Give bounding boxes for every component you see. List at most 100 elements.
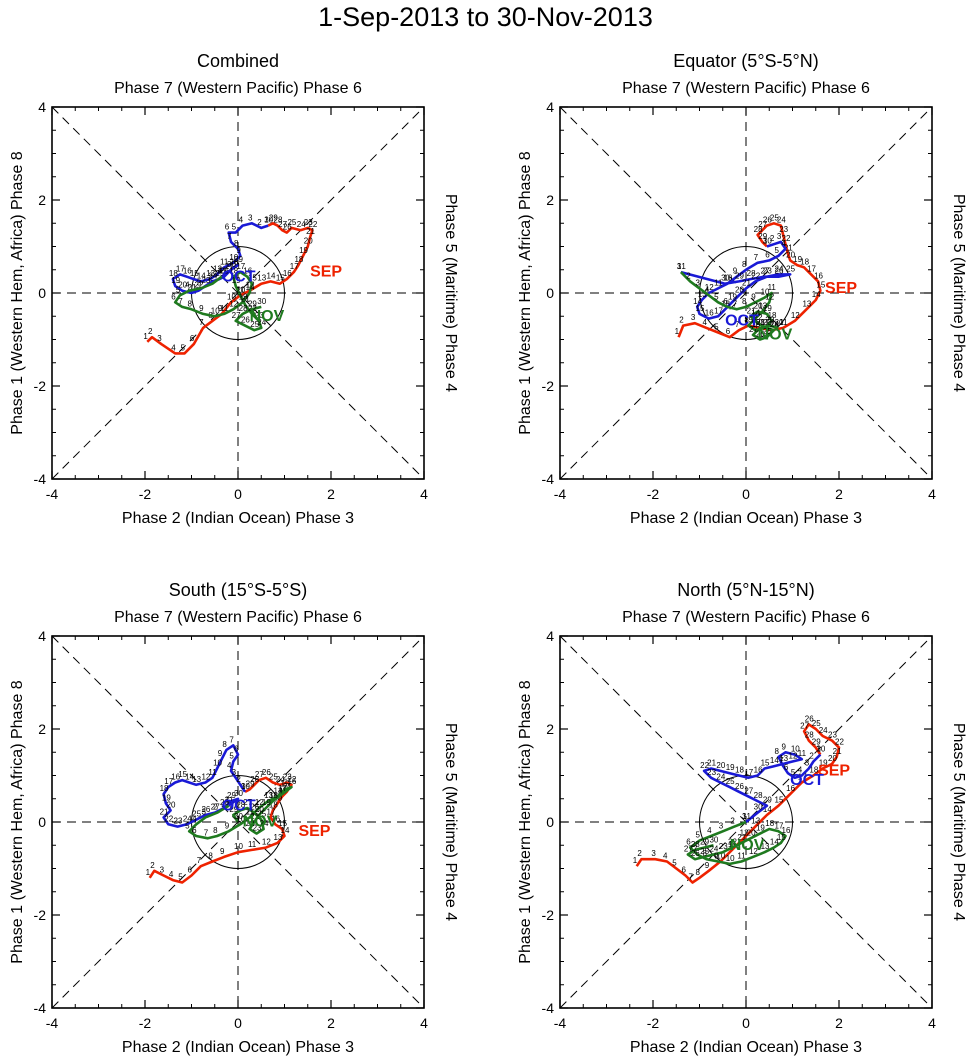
oct-day-label: 15 [696, 304, 705, 313]
sep-day-label: 15 [775, 796, 784, 805]
sep-day-label: 6 [188, 865, 193, 874]
oct-day-label: 27 [225, 262, 234, 271]
month-label-sep: SEP [298, 823, 330, 840]
oct-day-label: 14 [197, 271, 206, 280]
x-tick-label: -2 [139, 1015, 152, 1031]
oct-day-label: 1 [241, 782, 246, 791]
nov-day-label: 25 [250, 320, 259, 329]
oct-day-label: 22 [194, 281, 203, 290]
y-tick-label: 2 [38, 192, 46, 208]
x-tick-label: -4 [554, 1015, 567, 1031]
sep-day-label: 16 [283, 269, 292, 278]
oct-day-label: 26 [775, 267, 784, 276]
oct-day-label: 25 [786, 264, 795, 273]
nov-day-label: 4 [185, 281, 190, 290]
oct-day-label: 20 [735, 285, 744, 294]
oct-day-label: 30 [721, 274, 730, 283]
panel-title: South (15°S-5°S) [169, 580, 307, 600]
sep-day-label: 9 [705, 861, 710, 870]
nov-day-label: 2 [730, 817, 735, 826]
sep-day-label: 28 [250, 775, 259, 784]
oct-day-label: 9 [733, 267, 738, 276]
x-tick-label: 0 [234, 486, 242, 502]
oct-day-label: 4 [227, 761, 232, 770]
nov-day-label: 1 [225, 796, 230, 805]
x-tick-label: -2 [139, 486, 152, 502]
top-axis-label: Phase 7 (Western Pacific) Phase 6 [114, 609, 362, 626]
nov-day-label: 12 [749, 847, 758, 856]
oct-day-label: 17 [714, 306, 723, 315]
nov-day-label: 27 [243, 798, 252, 807]
nov-day-label: 24 [257, 318, 266, 327]
oct-day-label: 31 [218, 267, 227, 276]
sep-day-label: 5 [178, 872, 183, 881]
sep-day-label: 15 [816, 281, 825, 290]
oct-day-label: 23 [201, 276, 210, 285]
sep-day-label: 26 [283, 223, 292, 232]
nov-day-label: 17 [775, 821, 784, 830]
sep-day-label: 14 [267, 271, 276, 280]
x-tick-label: 2 [835, 1015, 843, 1031]
x-tick-label: 4 [420, 486, 428, 502]
sep-day-label: 13 [751, 817, 760, 826]
nov-day-label: 11 [220, 304, 229, 313]
oct-day-label: 5 [232, 223, 237, 232]
oct-day-label: 24 [183, 814, 192, 823]
y-tick-label: 2 [38, 721, 46, 737]
nov-day-label: 1 [742, 812, 747, 821]
nov-day-label: 28 [236, 800, 245, 809]
oct-day-label: 2 [809, 752, 814, 761]
sep-day-label: 26 [763, 216, 772, 225]
oct-day-label: 14 [185, 772, 194, 781]
sep-day-label: 21 [306, 227, 315, 236]
sep-day-label: 22 [308, 220, 317, 229]
y-tick-label: -4 [34, 1000, 47, 1016]
oct-day-label: 9 [236, 246, 241, 255]
nov-day-label: 21 [747, 306, 756, 315]
oct-day-label: 8 [742, 260, 747, 269]
nov-day-label: 23 [719, 842, 728, 851]
sep-day-label: 10 [716, 852, 725, 861]
nov-day-label: 9 [225, 821, 230, 830]
oct-day-label: 6 [765, 250, 770, 259]
oct-day-label: 15 [178, 770, 187, 779]
nov-trajectory [173, 270, 263, 332]
nov-day-label: 29 [765, 316, 774, 325]
nov-day-label: 3 [696, 278, 701, 287]
sep-day-label: 2 [148, 327, 153, 336]
x-tick-label: 2 [835, 486, 843, 502]
sep-day-label: 14 [281, 826, 290, 835]
oct-day-label: 18 [735, 766, 744, 775]
nov-day-label: 23 [255, 311, 264, 320]
oct-day-label: 29 [735, 271, 744, 280]
sep-day-label: 5 [714, 323, 719, 332]
x-tick-label: 0 [742, 1015, 750, 1031]
oct-day-label: 31 [677, 262, 686, 271]
nov-day-label: 2 [213, 803, 218, 812]
nov-day-label: 26 [250, 803, 259, 812]
oct-day-label: 1 [816, 745, 821, 754]
oct-day-label: 18 [160, 784, 169, 793]
sep-day-label: 6 [682, 865, 687, 874]
oct-day-label: 4 [798, 766, 803, 775]
oct-day-label: 4 [782, 239, 787, 248]
y-tick-label: -2 [542, 907, 555, 923]
nov-day-label: 8 [702, 849, 707, 858]
bottom-axis-label: Phase 2 (Indian Ocean) Phase 3 [122, 1039, 354, 1056]
nov-day-label: 7 [693, 845, 698, 854]
sep-day-label: 7 [689, 872, 694, 881]
oct-day-label: 5 [775, 246, 780, 255]
oct-day-label: 12 [201, 772, 210, 781]
oct-day-label: 12 [789, 752, 798, 761]
oct-day-label: 14 [693, 297, 702, 306]
nov-day-label: 15 [248, 274, 257, 283]
nov-day-label: 13 [239, 292, 248, 301]
panel-title: Combined [197, 51, 279, 71]
x-tick-label: 4 [420, 1015, 428, 1031]
top-axis-label: Phase 7 (Western Pacific) Phase 6 [622, 80, 870, 97]
sep-trajectory [146, 222, 314, 355]
oct-day-label: 9 [218, 749, 223, 758]
unit-circle [699, 246, 793, 340]
oct-day-label: 7 [229, 735, 234, 744]
